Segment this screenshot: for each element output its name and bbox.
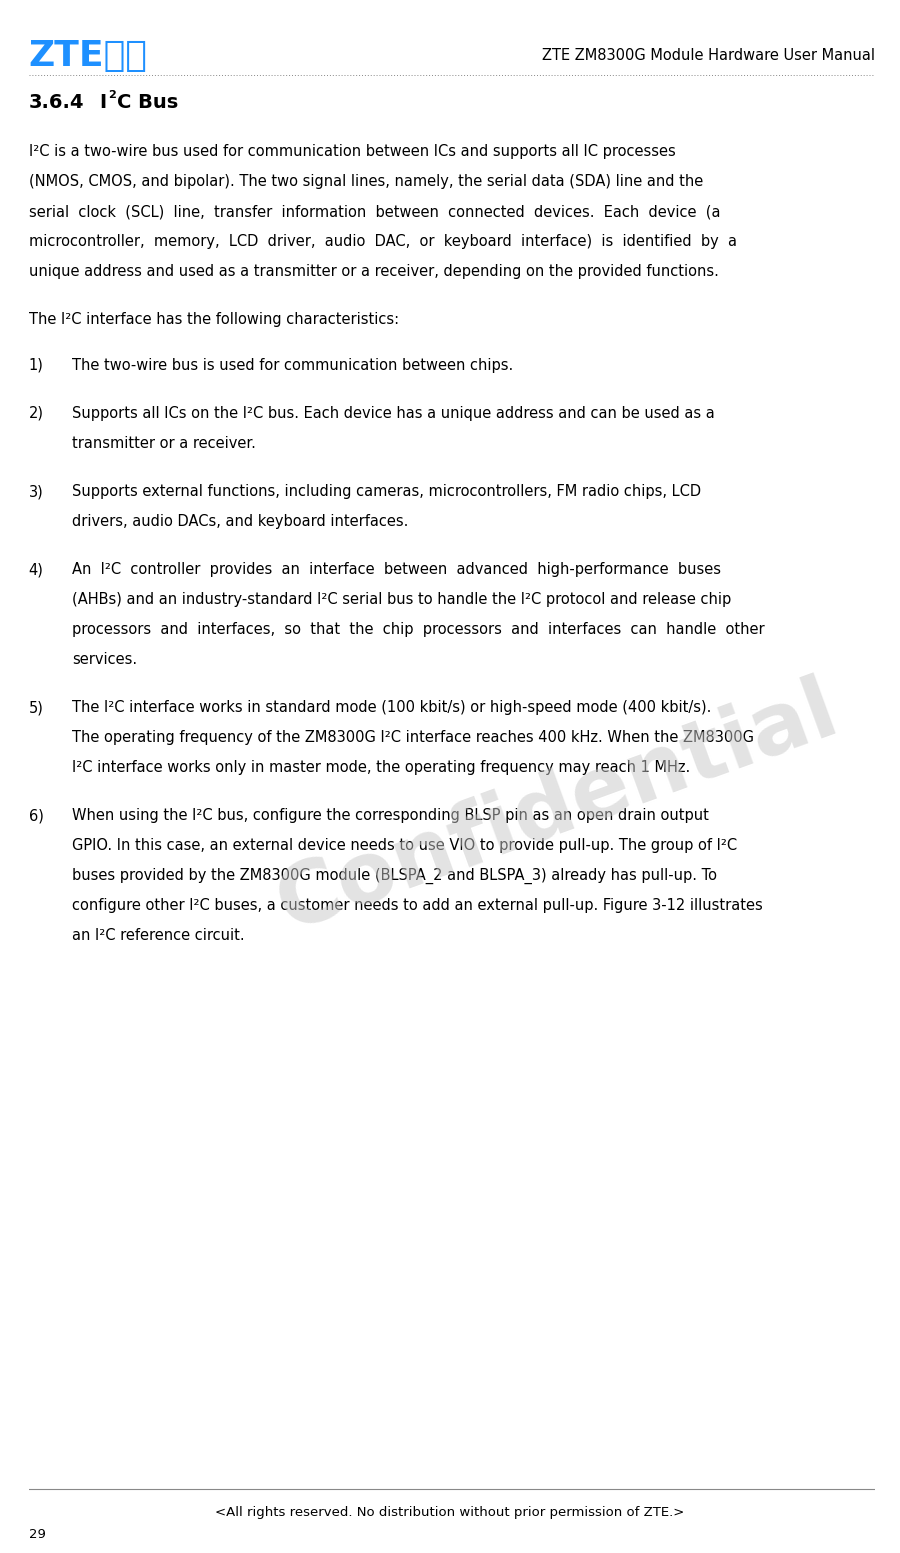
Text: The I²C interface has the following characteristics:: The I²C interface has the following char… xyxy=(29,312,399,328)
Text: The I²C interface works in standard mode (100 kbit/s) or high-speed mode (400 kb: The I²C interface works in standard mode… xyxy=(72,700,711,716)
Text: <All rights reserved. No distribution without prior permission of ZTE.>: <All rights reserved. No distribution wi… xyxy=(215,1506,685,1519)
Text: transmitter or a receiver.: transmitter or a receiver. xyxy=(72,436,256,450)
Text: When using the I²C bus, configure the corresponding BLSP pin as an open drain ou: When using the I²C bus, configure the co… xyxy=(72,809,709,823)
Text: 6): 6) xyxy=(29,809,44,823)
Text: 3.6.4: 3.6.4 xyxy=(29,93,85,112)
Text: The two-wire bus is used for communication between chips.: The two-wire bus is used for communicati… xyxy=(72,357,513,373)
Text: GPIO. In this case, an external device needs to use VIO to provide pull-up. The : GPIO. In this case, an external device n… xyxy=(72,839,737,853)
Text: Confidential: Confidential xyxy=(266,668,850,947)
Text: I²C interface works only in master mode, the operating frequency may reach 1 MHz: I²C interface works only in master mode,… xyxy=(72,759,690,775)
Text: buses provided by the ZM8300G module (BLSPA_2 and BLSPA_3) already has pull-up. : buses provided by the ZM8300G module (BL… xyxy=(72,868,717,884)
Text: Supports external functions, including cameras, microcontrollers, FM radio chips: Supports external functions, including c… xyxy=(72,485,701,499)
Text: (NMOS, CMOS, and bipolar). The two signal lines, namely, the serial data (SDA) l: (NMOS, CMOS, and bipolar). The two signa… xyxy=(29,174,703,189)
Text: 1): 1) xyxy=(29,357,44,373)
Text: services.: services. xyxy=(72,652,137,666)
Text: unique address and used as a transmitter or a receiver, depending on the provide: unique address and used as a transmitter… xyxy=(29,264,719,278)
Text: ZTE ZM8300G Module Hardware User Manual: ZTE ZM8300G Module Hardware User Manual xyxy=(542,48,875,64)
Text: Supports all ICs on the I²C bus. Each device has a unique address and can be use: Supports all ICs on the I²C bus. Each de… xyxy=(72,405,715,421)
Text: 2: 2 xyxy=(108,90,116,99)
Text: The operating frequency of the ZM8300G I²C interface reaches 400 kHz. When the Z: The operating frequency of the ZM8300G I… xyxy=(72,730,754,745)
Text: ZTE中兴: ZTE中兴 xyxy=(29,39,148,73)
Text: configure other I²C buses, a customer needs to add an external pull-up. Figure 3: configure other I²C buses, a customer ne… xyxy=(72,898,763,913)
Text: (AHBs) and an industry-standard I²C serial bus to handle the I²C protocol and re: (AHBs) and an industry-standard I²C seri… xyxy=(72,592,731,607)
Text: 29: 29 xyxy=(29,1528,46,1541)
Text: 5): 5) xyxy=(29,700,44,716)
Text: processors  and  interfaces,  so  that  the  chip  processors  and  interfaces  : processors and interfaces, so that the c… xyxy=(72,623,765,637)
Text: I: I xyxy=(99,93,106,112)
Text: C Bus: C Bus xyxy=(117,93,178,112)
Text: An  I²C  controller  provides  an  interface  between  advanced  high-performanc: An I²C controller provides an interface … xyxy=(72,562,721,578)
Text: 4): 4) xyxy=(29,562,44,578)
Text: 3): 3) xyxy=(29,485,43,499)
Text: drivers, audio DACs, and keyboard interfaces.: drivers, audio DACs, and keyboard interf… xyxy=(72,514,409,530)
Text: an I²C reference circuit.: an I²C reference circuit. xyxy=(72,927,245,943)
Text: 2): 2) xyxy=(29,405,44,421)
Text: microcontroller,  memory,  LCD  driver,  audio  DAC,  or  keyboard  interface)  : microcontroller, memory, LCD driver, aud… xyxy=(29,235,737,248)
Text: I²C is a two-wire bus used for communication between ICs and supports all IC pro: I²C is a two-wire bus used for communica… xyxy=(29,144,676,160)
Text: serial  clock  (SCL)  line,  transfer  information  between  connected  devices.: serial clock (SCL) line, transfer inform… xyxy=(29,203,720,219)
